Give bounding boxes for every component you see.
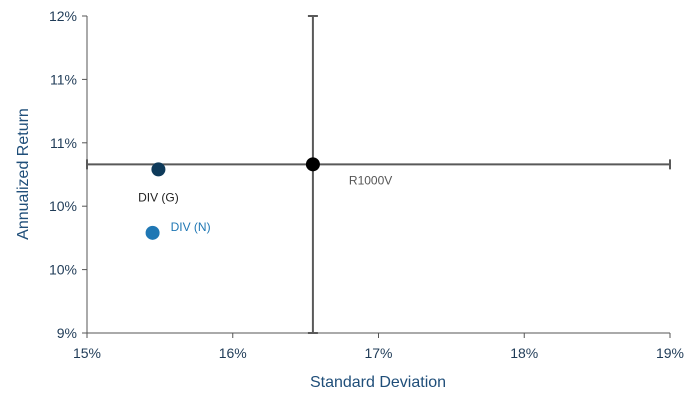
y-tick-label: 9%	[57, 325, 77, 341]
x-tick-label: 18%	[510, 345, 538, 361]
x-tick-label: 17%	[364, 345, 392, 361]
point-label-div-n: DIV (N)	[171, 220, 211, 234]
x-tick-label: 19%	[656, 345, 684, 361]
point-div-n	[145, 225, 160, 240]
point-div-g	[151, 162, 166, 177]
x-tick-label: 16%	[219, 345, 247, 361]
point-r1000v	[305, 157, 320, 172]
point-label-div-g: DIV (G)	[138, 190, 179, 204]
x-tick-label: 15%	[73, 345, 101, 361]
y-tick-label: 12%	[49, 8, 77, 24]
y-tick-label: 11%	[50, 135, 77, 151]
y-tick-label: 11%	[50, 71, 77, 87]
crosshair	[86, 15, 671, 334]
ticks: 15% 16% 17% 18% 19% 9% 10% 10% 11% 11% 12%	[49, 8, 684, 361]
y-tick-label: 10%	[49, 198, 77, 214]
y-tick-label: 10%	[49, 262, 77, 278]
x-axis-title: Standard Deviation	[310, 374, 446, 391]
y-axis-title: Annualized Return	[15, 108, 32, 240]
point-label-r1000v: R1000V	[349, 173, 392, 187]
points: R1000V DIV (G) DIV (N)	[138, 157, 392, 240]
